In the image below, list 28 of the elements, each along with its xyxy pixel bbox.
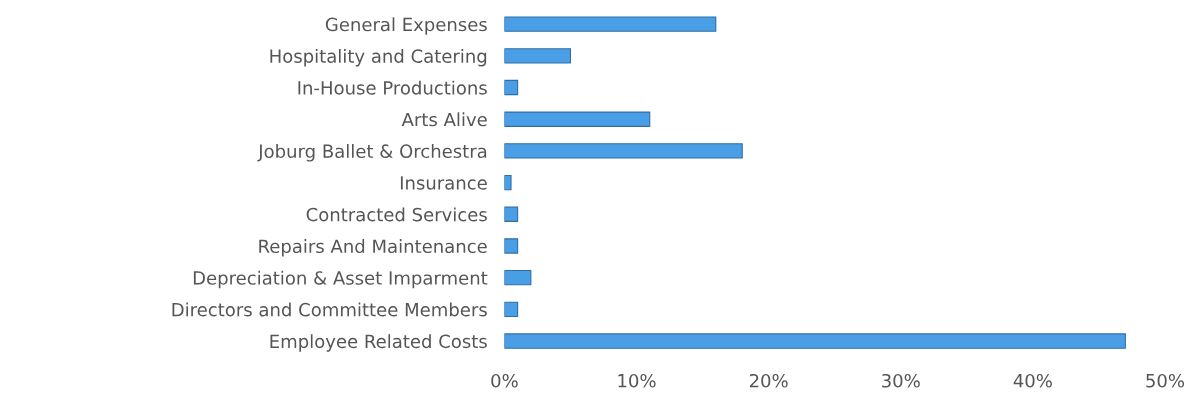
- y-tick-label: Arts Alive: [401, 112, 487, 127]
- bar: [504, 16, 717, 32]
- bar: [504, 79, 519, 96]
- y-tick-label: General Expenses: [325, 17, 487, 35]
- y-tick-label: Directors and Committee Members: [172, 302, 487, 317]
- bar: [504, 269, 532, 286]
- y-tick-label: Depreciation & Asset Imparment: [193, 270, 488, 289]
- x-tick-label: 40%: [1013, 373, 1052, 388]
- y-tick-label: Repairs And Maintenance: [259, 239, 487, 257]
- x-tick-label: 20%: [749, 373, 788, 388]
- y-tick-label: Joburg Ballet & Orchestra: [257, 144, 487, 162]
- x-tick-label: 50%: [1146, 373, 1185, 388]
- y-tick-label: Employee Related Costs: [270, 334, 487, 352]
- bar: [504, 301, 519, 318]
- y-tick-label: Contracted Services: [306, 207, 487, 222]
- bar: [504, 48, 572, 64]
- bar: [504, 333, 1126, 349]
- y-tick-label: Insurance: [400, 176, 487, 190]
- bar: [504, 111, 651, 127]
- bar: [504, 143, 743, 159]
- y-tick-label: Hospitality and Catering: [270, 48, 487, 67]
- bar: [504, 174, 512, 191]
- y-tick-label: In-House Productions: [298, 80, 487, 95]
- bar: [504, 238, 519, 254]
- x-tick-label: 0%: [491, 373, 518, 388]
- x-tick-label: 10%: [618, 373, 656, 388]
- bar: [504, 206, 519, 222]
- x-tick-label: 30%: [882, 373, 920, 388]
